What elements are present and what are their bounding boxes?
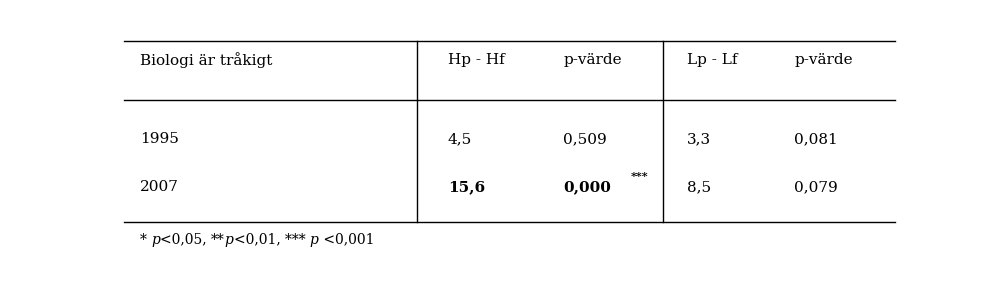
- Text: 15,6: 15,6: [448, 180, 485, 194]
- Text: p-värde: p-värde: [564, 53, 622, 67]
- Text: ***: ***: [284, 233, 310, 247]
- Text: 2007: 2007: [139, 180, 179, 194]
- Text: p: p: [225, 233, 234, 247]
- Text: *: *: [139, 233, 151, 247]
- Text: <0,001: <0,001: [318, 233, 374, 247]
- Text: p: p: [151, 233, 160, 247]
- Text: 0,000: 0,000: [564, 180, 611, 194]
- Text: 0,509: 0,509: [564, 132, 607, 146]
- Text: 4,5: 4,5: [448, 132, 472, 146]
- Text: p: p: [310, 233, 318, 247]
- Text: Hp - Hf: Hp - Hf: [448, 53, 505, 67]
- Text: 3,3: 3,3: [687, 132, 711, 146]
- Text: 8,5: 8,5: [687, 180, 711, 194]
- Text: Lp - Lf: Lp - Lf: [687, 53, 738, 67]
- Text: <0,05,: <0,05,: [160, 233, 211, 247]
- Text: 0,079: 0,079: [794, 180, 838, 194]
- Text: **: **: [211, 233, 225, 247]
- Text: ***: ***: [631, 171, 649, 182]
- Text: 0,081: 0,081: [794, 132, 838, 146]
- Text: <0,01,: <0,01,: [234, 233, 284, 247]
- Text: p-värde: p-värde: [794, 53, 853, 67]
- Text: Biologi är tråkigt: Biologi är tråkigt: [139, 52, 272, 68]
- Text: 1995: 1995: [139, 132, 179, 146]
